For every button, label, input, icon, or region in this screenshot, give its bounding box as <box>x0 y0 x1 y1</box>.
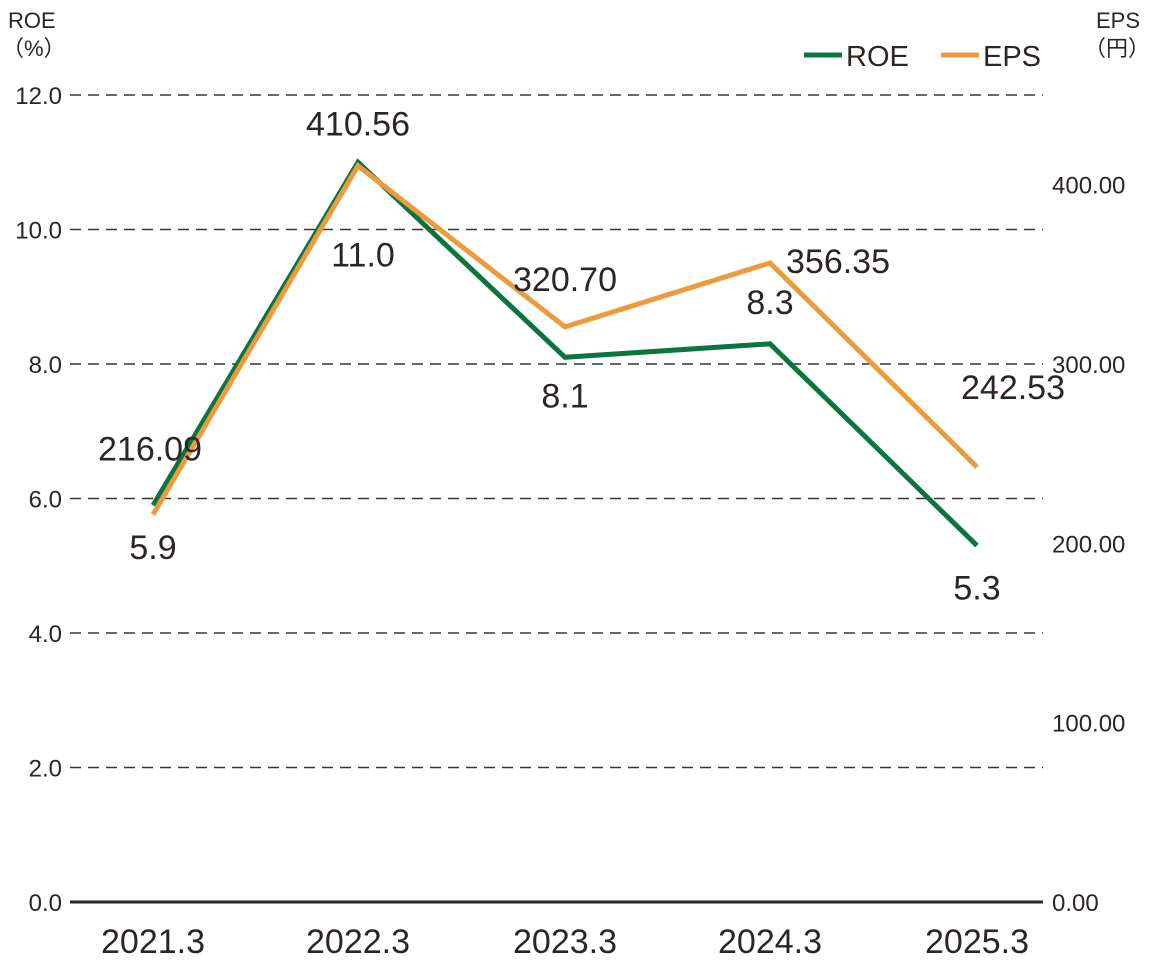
left-tick-label: 4.0 <box>29 621 62 648</box>
eps-series-line <box>150 162 979 516</box>
roe-data-label: 8.1 <box>541 377 588 415</box>
legend-roe-label: ROE <box>846 41 909 73</box>
roe-data-label: 5.9 <box>129 529 176 567</box>
roe-data-labels: 5.9 11.0 8.1 8.3 5.3 <box>129 236 1000 607</box>
left-tick-label: 0.0 <box>29 890 62 917</box>
left-axis-ticks: 0.0 2.0 4.0 6.0 8.0 10.0 12.0 <box>15 83 62 917</box>
x-tick-label: 2021.3 <box>101 923 205 961</box>
gridlines <box>70 94 1043 769</box>
eps-data-label: 410.56 <box>306 106 410 144</box>
eps-data-label: 242.53 <box>961 369 1065 407</box>
x-tick-label: 2024.3 <box>718 923 822 961</box>
left-tick-label: 2.0 <box>29 756 62 783</box>
x-tick-label: 2023.3 <box>513 923 617 961</box>
right-axis-ticks: 0.00 100.00 200.00 300.00 400.00 <box>1052 173 1125 917</box>
x-axis-ticks: 2021.3 2022.3 2023.3 2024.3 2025.3 <box>101 923 1029 961</box>
right-tick-label: 200.00 <box>1052 531 1125 558</box>
roe-data-label: 8.3 <box>746 284 793 322</box>
roe-data-label: 11.0 <box>331 236 395 274</box>
roe-data-label: 5.3 <box>953 570 1000 608</box>
eps-data-labels: 216.09 410.56 320.70 356.35 242.53 <box>98 106 1065 469</box>
right-axis-title: EPS <box>1096 8 1140 33</box>
x-tick-label: 2022.3 <box>306 923 410 961</box>
legend-item-eps[interactable]: EPS <box>941 41 1041 73</box>
legend-item-roe[interactable]: ROE <box>804 41 909 73</box>
left-axis-unit: （%） <box>2 36 66 61</box>
right-tick-label: 300.00 <box>1052 352 1125 379</box>
right-tick-label: 400.00 <box>1052 173 1125 200</box>
eps-data-label: 216.09 <box>98 430 202 468</box>
legend: ROE EPS <box>804 41 1041 73</box>
left-axis-title: ROE <box>8 8 56 33</box>
x-tick-label: 2025.3 <box>925 923 1029 961</box>
eps-data-label: 320.70 <box>513 261 617 299</box>
eps-data-label: 356.35 <box>786 243 890 281</box>
right-axis-unit: （円） <box>1084 36 1150 61</box>
roe-series-line <box>150 158 979 548</box>
left-tick-label: 8.0 <box>29 352 62 379</box>
right-tick-label: 0.00 <box>1052 890 1099 917</box>
left-tick-label: 6.0 <box>29 487 62 514</box>
left-tick-label: 12.0 <box>15 83 62 110</box>
left-tick-label: 10.0 <box>15 218 62 245</box>
right-tick-label: 100.00 <box>1052 711 1125 738</box>
legend-eps-label: EPS <box>983 41 1041 73</box>
